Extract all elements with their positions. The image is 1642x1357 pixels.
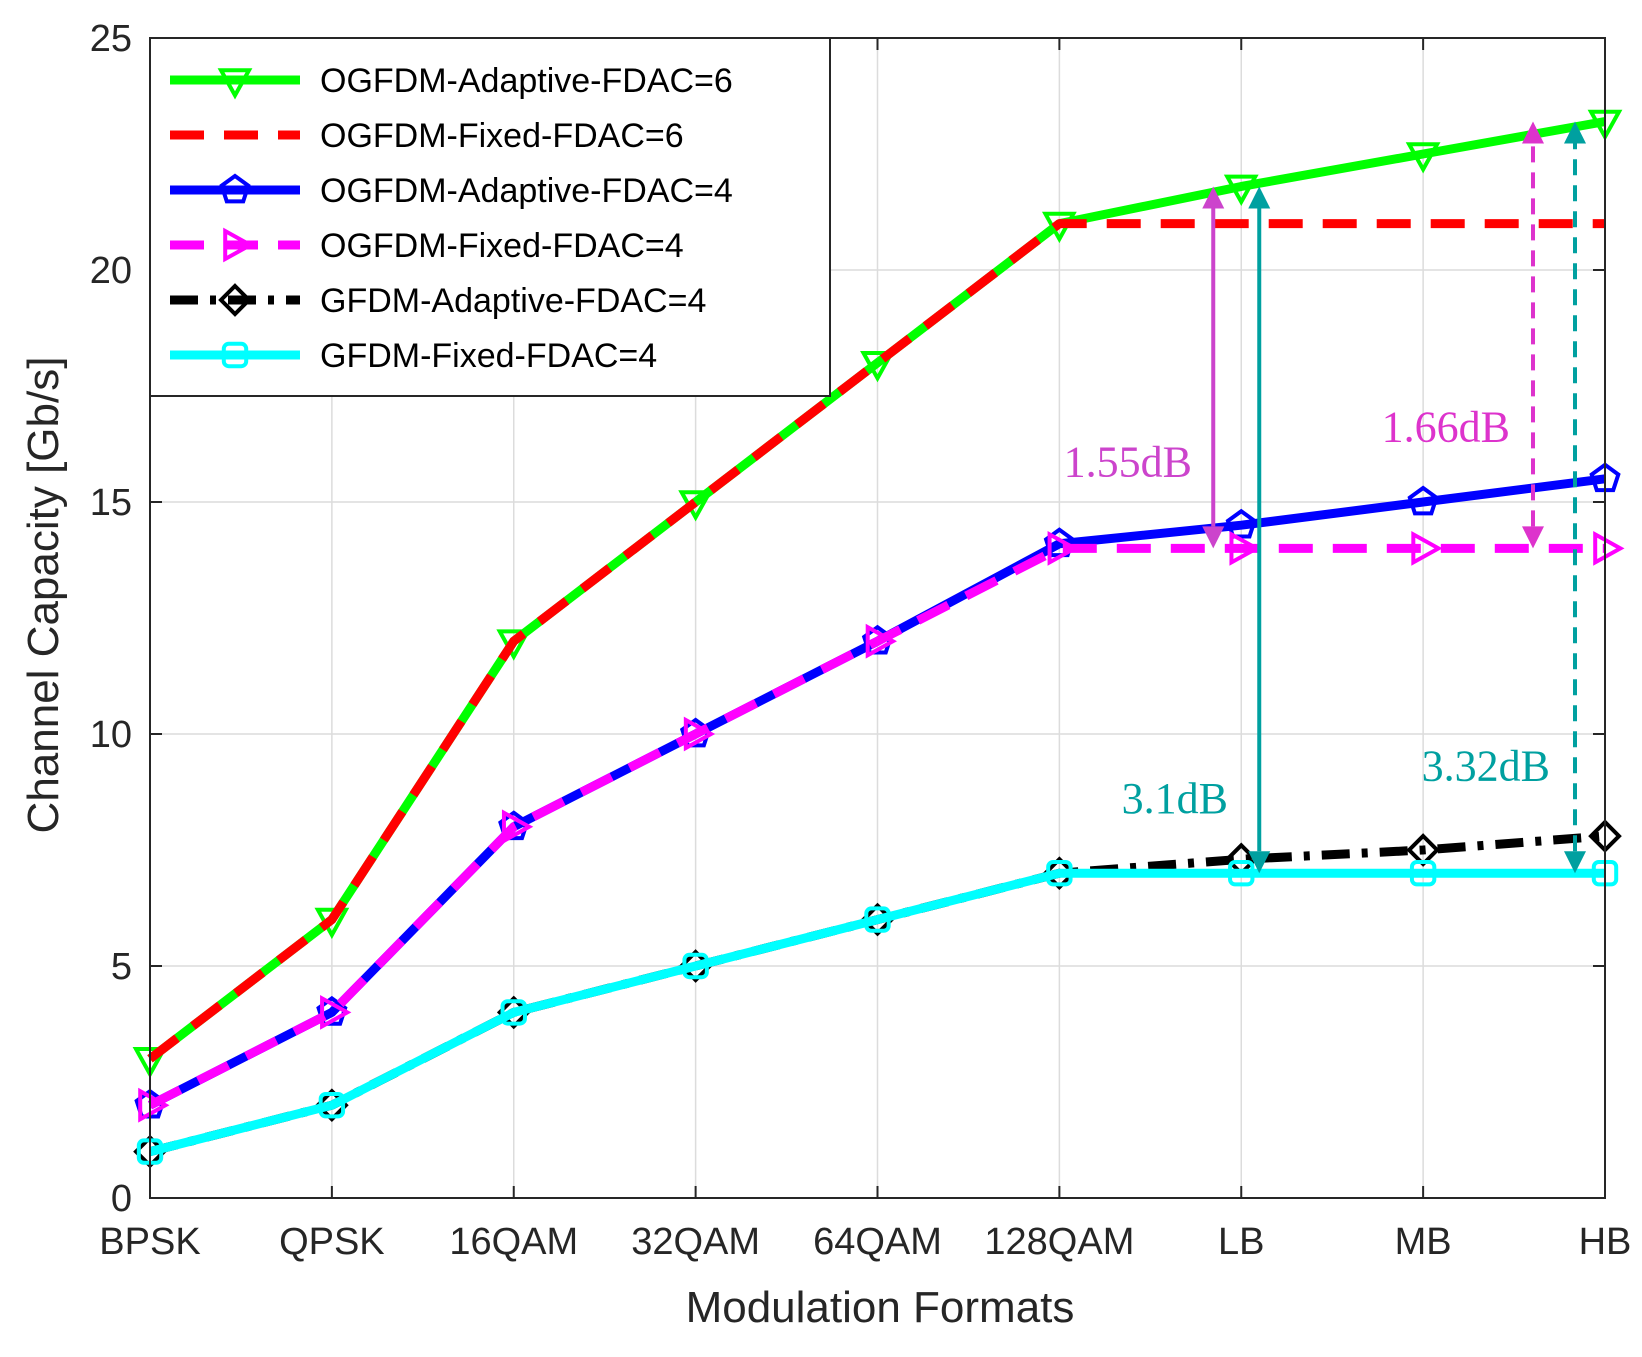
y-tick-label: 15 <box>90 482 132 524</box>
legend-entry: OGFDM-Fixed-FDAC=4 <box>170 227 684 265</box>
arrow-head <box>1522 526 1544 549</box>
x-tick-label: 64QAM <box>813 1221 942 1263</box>
x-tick-label: 32QAM <box>631 1221 760 1263</box>
point-marker <box>500 999 527 1026</box>
point-marker <box>320 995 352 1030</box>
y-tick-label: 5 <box>111 946 132 988</box>
y-tick-label: 0 <box>111 1178 132 1220</box>
y-tick-label: 25 <box>90 18 132 60</box>
annotation-arrow: 1.66dB <box>1382 121 1544 549</box>
point-marker <box>682 952 709 980</box>
point-marker <box>1593 531 1625 566</box>
point-marker <box>860 351 895 383</box>
legend-entry: OGFDM-Adaptive-FDAC=4 <box>170 172 733 210</box>
point-marker <box>217 68 253 100</box>
annotation-arrow: 3.1dB <box>1122 186 1271 874</box>
point-marker <box>1223 174 1259 206</box>
point-marker <box>1225 508 1257 539</box>
x-axis-title: Modulation Formats <box>686 1283 1075 1332</box>
legend-label: OGFDM-Adaptive-FDAC=4 <box>320 172 733 210</box>
legend-label: OGFDM-Adaptive-FDAC=6 <box>320 62 733 100</box>
y-axis-title: Channel Capacity [Gb/s] <box>19 357 68 834</box>
series-line <box>148 868 1605 1156</box>
point-marker <box>1228 860 1255 887</box>
point-marker <box>683 716 716 752</box>
arrow-head <box>1248 186 1271 209</box>
arrow-head <box>1248 851 1271 874</box>
arrow-head <box>1564 851 1586 874</box>
legend-box <box>149 37 831 397</box>
arrow-head <box>1564 121 1586 144</box>
legend-label: OGFDM-Fixed-FDAC=6 <box>320 117 684 155</box>
legend-entry: OGFDM-Fixed-FDAC=6 <box>170 117 684 155</box>
point-marker <box>1047 531 1079 566</box>
point-marker <box>221 341 249 369</box>
x-tick-label: LB <box>1218 1221 1264 1263</box>
annotation-arrow: 3.32dB <box>1422 121 1586 874</box>
point-marker <box>1411 531 1443 566</box>
point-marker <box>1407 485 1439 516</box>
series-OGFDM-Fixed-FDAC=4 <box>138 531 1625 1123</box>
point-marker <box>138 1087 170 1123</box>
arrow-head <box>1202 186 1225 209</box>
point-marker <box>865 623 898 659</box>
annotation-label: 1.66dB <box>1382 403 1510 452</box>
x-tick-label: HB <box>1579 1221 1632 1263</box>
point-marker <box>501 809 534 845</box>
annotation-label: 3.32dB <box>1422 741 1550 790</box>
legend-label: GFDM-Adaptive-FDAC=4 <box>320 282 706 320</box>
x-tick-label: MB <box>1395 1221 1452 1263</box>
arrow-head <box>1202 526 1225 549</box>
legend-entry: OGFDM-Adaptive-FDAC=6 <box>170 62 733 100</box>
point-marker <box>1046 860 1073 887</box>
arrow-head <box>1522 121 1544 144</box>
x-tick-label: 128QAM <box>984 1221 1134 1263</box>
legend-entry: GFDM-Fixed-FDAC=4 <box>170 337 657 375</box>
point-marker <box>1405 142 1441 174</box>
series-line <box>147 219 1605 1063</box>
legend-entry: GFDM-Adaptive-FDAC=4 <box>170 282 706 320</box>
point-marker <box>218 283 252 317</box>
y-tick-label: 20 <box>90 250 132 292</box>
point-marker <box>864 906 891 933</box>
point-marker <box>223 227 255 263</box>
series-OGFDM-Fixed-FDAC=6 <box>147 219 1605 1063</box>
point-marker <box>1229 531 1261 566</box>
legend-label: OGFDM-Fixed-FDAC=4 <box>320 227 684 265</box>
point-marker <box>1409 860 1437 887</box>
point-marker <box>219 173 251 204</box>
series-line <box>147 543 1605 1110</box>
annotation-label: 1.55dB <box>1064 437 1192 486</box>
x-tick-label: QPSK <box>279 1221 385 1263</box>
x-tick-label: BPSK <box>99 1221 200 1263</box>
legend-label: GFDM-Fixed-FDAC=4 <box>320 337 657 375</box>
x-tick-label: 16QAM <box>449 1221 578 1263</box>
point-marker <box>318 1092 346 1119</box>
annotation-arrow: 1.55dB <box>1064 186 1225 549</box>
y-tick-label: 10 <box>90 714 132 756</box>
annotation-label: 3.1dB <box>1122 774 1228 823</box>
